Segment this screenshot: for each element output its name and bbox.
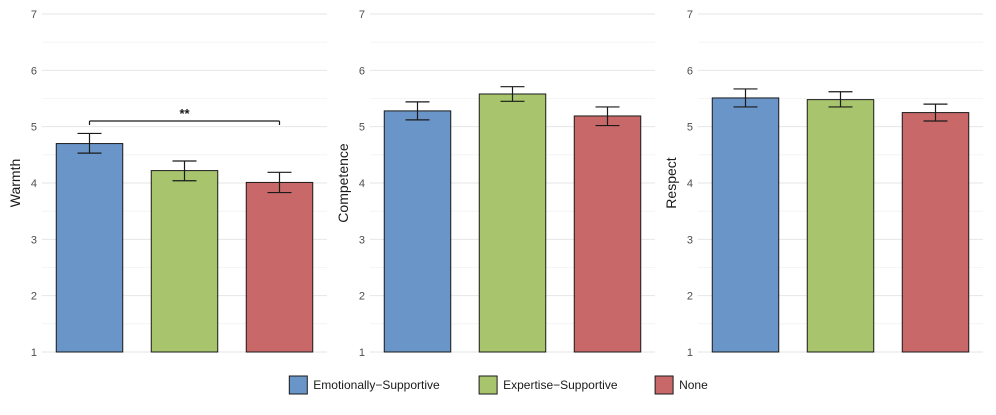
bar [245, 181, 314, 353]
y-tick-label: 5 [31, 122, 37, 134]
y-tick-label: 4 [687, 178, 693, 190]
bar [901, 112, 970, 353]
panel-respect: 1 2 3 4 5 6 7 Respect [663, 9, 983, 359]
y-tick-label: 2 [31, 291, 37, 303]
legend-swatch [478, 375, 498, 395]
bar [150, 170, 219, 353]
y-tick-label: 3 [31, 234, 37, 246]
y-tick-label: 7 [359, 9, 365, 21]
legend-item: Emotionally−Supportive [288, 375, 440, 395]
bar [711, 97, 780, 353]
y-tick-label: 7 [31, 9, 37, 21]
panel-warmth: 1 2 3 4 5 6 7 Warmth ** [7, 9, 327, 359]
panel-competence: 1 2 3 4 5 6 7 Competence [335, 9, 655, 359]
bar [573, 115, 642, 353]
y-tick-label: 6 [687, 65, 693, 77]
y-tick-label: 1 [687, 347, 693, 359]
y-tick-label: 4 [31, 178, 37, 190]
y-tick-label: 2 [687, 291, 693, 303]
legend-item: Expertise−Supportive [478, 375, 618, 395]
y-tick-label: 6 [359, 65, 365, 77]
y-tick-label: 1 [359, 347, 365, 359]
bar [55, 143, 124, 353]
chart-panels: 1 2 3 4 5 6 7 Warmth ** 1 2 3 4 5 6 7 Competence 1 2 3 4 5 6 7 R… [7, 9, 983, 359]
legend-swatch [288, 375, 308, 395]
legend-label: Expertise−Supportive [503, 378, 618, 392]
y-axis-label: Respect [663, 157, 679, 208]
y-tick-label: 7 [687, 9, 693, 21]
y-axis-label: Warmth [7, 159, 23, 207]
y-tick-label: 5 [359, 122, 365, 134]
chart-legend: Emotionally−Supportive Expertise−Supporti… [288, 375, 708, 395]
bar [478, 93, 547, 353]
bar [383, 110, 452, 353]
legend-label: Emotionally−Supportive [313, 378, 440, 392]
legend-item: None [654, 375, 708, 395]
y-tick-label: 1 [31, 347, 37, 359]
y-tick-label: 6 [31, 65, 37, 77]
legend-swatch [654, 375, 674, 395]
significance-label: ** [179, 106, 190, 121]
bar [806, 99, 875, 353]
y-tick-label: 5 [687, 122, 693, 134]
legend-label: None [679, 378, 708, 392]
y-tick-label: 3 [687, 234, 693, 246]
y-tick-label: 2 [359, 291, 365, 303]
y-tick-label: 4 [359, 178, 365, 190]
y-tick-label: 3 [359, 234, 365, 246]
y-axis-label: Competence [335, 143, 351, 223]
